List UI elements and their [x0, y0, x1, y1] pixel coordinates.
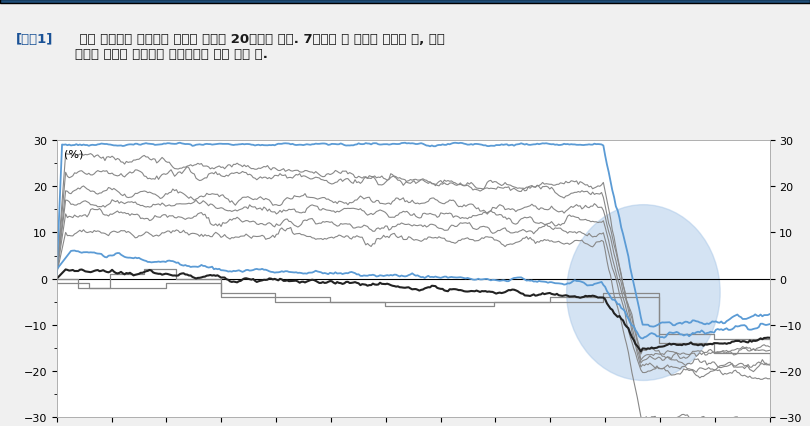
Text: (%): (%): [64, 149, 83, 159]
Text: 전일 초전도체 관련주의 급락은 사실상 20분만에 완료. 7거래일 간 반영된 이슈인 점, 개인
투자자 분포를 감안하면 조정시간이 매우 짧은 편.: 전일 초전도체 관련주의 급락은 사실상 20분만에 완료. 7거래일 간 반영…: [75, 33, 445, 61]
FancyBboxPatch shape: [0, 0, 810, 3]
Text: [차트1]: [차트1]: [16, 33, 53, 46]
Ellipse shape: [567, 205, 720, 380]
